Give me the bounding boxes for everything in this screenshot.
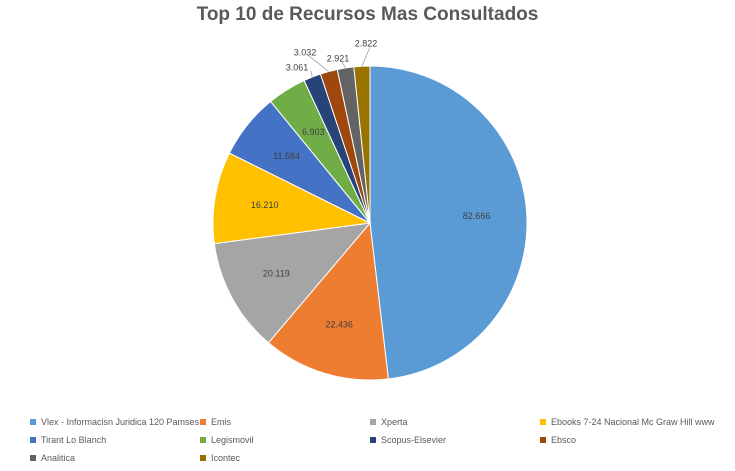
legend-item-icontec: Icontec [200, 450, 370, 466]
legend-item-ebsco: Ebsco [540, 432, 730, 448]
legend-swatch [370, 437, 376, 443]
leader-lines [308, 46, 371, 78]
legend-label: Legismovil [211, 435, 254, 445]
legend-label: Scopus-Elsevier [381, 435, 447, 445]
leader-line-analitica [341, 61, 346, 69]
legend-swatch [540, 419, 546, 425]
data-label-legismovil: 6.903 [302, 127, 325, 137]
legend-item-tirant-lo-blanch: Tirant Lo Blanch [30, 432, 200, 448]
legend-label: Xperta [381, 417, 408, 427]
leader-line-ebsco [308, 55, 330, 72]
data-labels: 82.666 22.436 20.119 16.210 11.584 6.903 3.061… [251, 38, 490, 329]
legend-swatch [540, 437, 546, 443]
legend-label: Analitica [41, 453, 76, 463]
legend-item-emis: Emis [200, 414, 370, 430]
data-label-ebsco: 3.032 [294, 47, 317, 57]
pie-slice-vlex-informacisn-juridica-120-pamses [369, 65, 528, 380]
data-label-vlex-informacisn-juridica-120-pamses: 82.666 [463, 211, 491, 221]
data-label-icontec: 2.822 [355, 38, 378, 48]
pie-slice-emis [267, 221, 389, 381]
legend-swatch [30, 455, 36, 461]
legend-item-ebooks-7-24-nacional-mc-graw-hill-www: Ebooks 7-24 Nacional Mc Graw Hill www [540, 414, 730, 430]
chart-title: Top 10 de Recursos Mas Consultados [196, 4, 539, 25]
legend-swatch [30, 437, 36, 443]
legend-label: Vlex - Informacisn Juridica 120 Pamses [41, 417, 200, 427]
data-label-emis: 22.436 [325, 320, 353, 330]
legend-swatch [370, 419, 376, 425]
legend-label: Ebsco [551, 435, 577, 445]
data-label-scopus-elsevier: 3.061 [286, 62, 309, 72]
legend-swatch [200, 455, 206, 461]
legend-label: Icontec [211, 453, 241, 463]
data-label-xperta: 20.119 [263, 269, 290, 279]
leader-line-icontec [361, 46, 371, 67]
legend-swatch [30, 419, 36, 425]
legend-swatch [200, 437, 206, 443]
legend-item-legismovil: Legismovil [200, 432, 370, 448]
legend-item-vlex-informacisn-juridica-120-pamses: Vlex - Informacisn Juridica 120 Pamses [30, 414, 200, 430]
legend-swatch [200, 419, 206, 425]
data-label-ebooks-7-24-nacional-mc-graw-hill-www: 16.210 [251, 200, 279, 210]
legend-item-scopus-elsevier: Scopus-Elsevier [370, 432, 540, 448]
leader-line-scopus-elsevier [310, 70, 313, 78]
pie-slice-xperta [213, 222, 372, 344]
pie-chart: 82.666 22.436 20.119 16.210 11.584 6.903 3.061… [212, 38, 528, 381]
data-label-tirant-lo-blanch: 11.584 [273, 151, 300, 161]
legend: Vlex - Informacisn Juridica 120 Pamses Em… [30, 414, 730, 466]
pie-slices [212, 65, 528, 381]
legend-label: Emis [211, 417, 231, 427]
legend-item-xperta: Xperta [370, 414, 540, 430]
pie-slice-ebooks-7-24-nacional-mc-graw-hill-www [212, 152, 372, 245]
legend-item-analitica: Analitica [30, 450, 200, 466]
legend-label: Ebooks 7-24 Nacional Mc Graw Hill www [551, 417, 715, 427]
data-label-analitica: 2.921 [327, 53, 350, 63]
legend-label: Tirant Lo Blanch [41, 435, 107, 445]
